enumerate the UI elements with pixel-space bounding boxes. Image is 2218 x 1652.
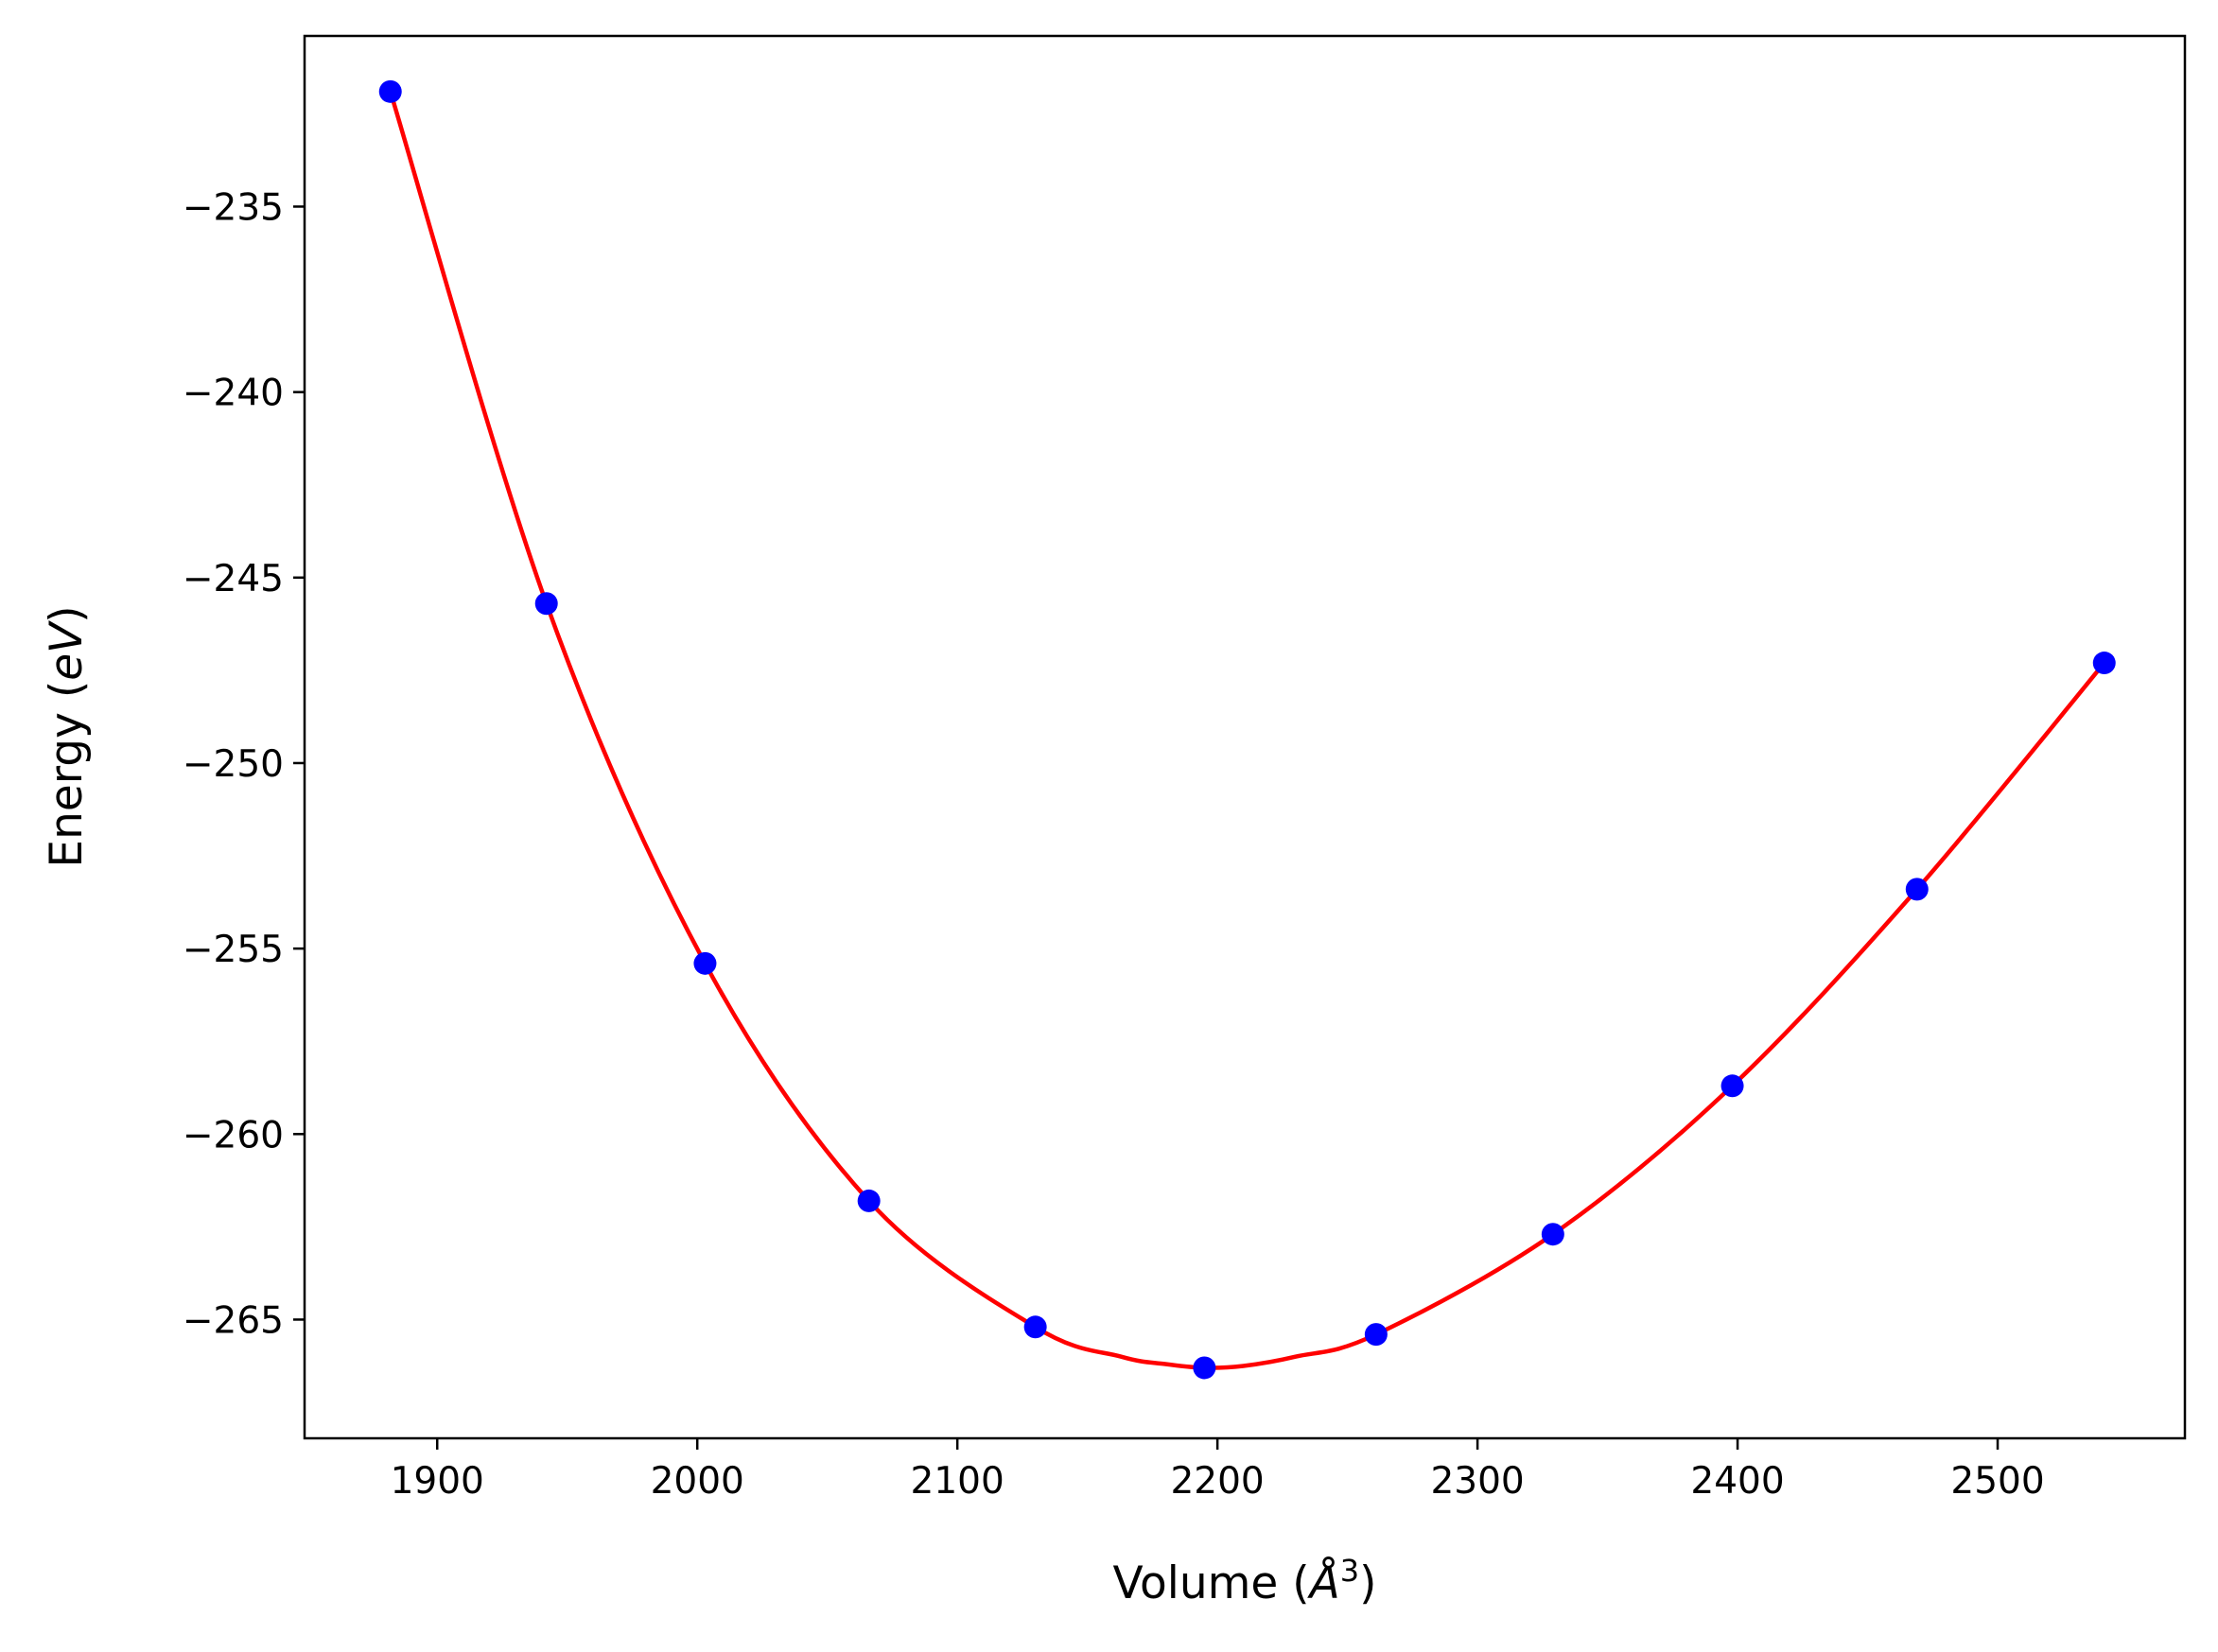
y-tick-label: −260	[183, 1114, 284, 1156]
data-point	[1541, 1223, 1564, 1246]
data-point	[1364, 1323, 1388, 1347]
x-axis-label: Volume (Å3)	[1113, 1553, 1377, 1609]
data-point	[693, 951, 717, 975]
data-point	[1193, 1356, 1216, 1380]
x-tick-label: 2500	[1950, 1460, 2044, 1503]
axes-frame	[303, 34, 2187, 1440]
data-point	[378, 79, 402, 103]
data-point	[1023, 1315, 1047, 1339]
y-tick-label: −265	[183, 1299, 284, 1342]
y-axis-label: Energy (eV)	[41, 605, 93, 867]
x-tick-label: 2200	[1170, 1460, 1264, 1503]
y-tick-label: −245	[183, 558, 284, 600]
data-point	[857, 1189, 881, 1212]
axis-ticks: 1900 2000 2100 2200 2300 2400 2500 −235 −240 −245…	[183, 186, 2045, 1503]
y-tick-label: −235	[183, 186, 284, 229]
x-tick-label: 2000	[651, 1460, 744, 1503]
x-tick-label: 2400	[1690, 1460, 1784, 1503]
data-point	[2092, 652, 2116, 675]
y-tick-label: −255	[183, 929, 284, 971]
x-tick-label: 2300	[1430, 1460, 1524, 1503]
x-tick-label: 2100	[911, 1460, 1004, 1503]
y-tick-label: −250	[183, 743, 284, 786]
data-point	[1720, 1074, 1744, 1098]
plot-area	[378, 79, 2116, 1380]
x-tick-label: 1900	[391, 1460, 484, 1503]
y-tick-label: −240	[183, 373, 284, 415]
data-point	[1905, 878, 1929, 901]
data-point	[534, 592, 558, 616]
